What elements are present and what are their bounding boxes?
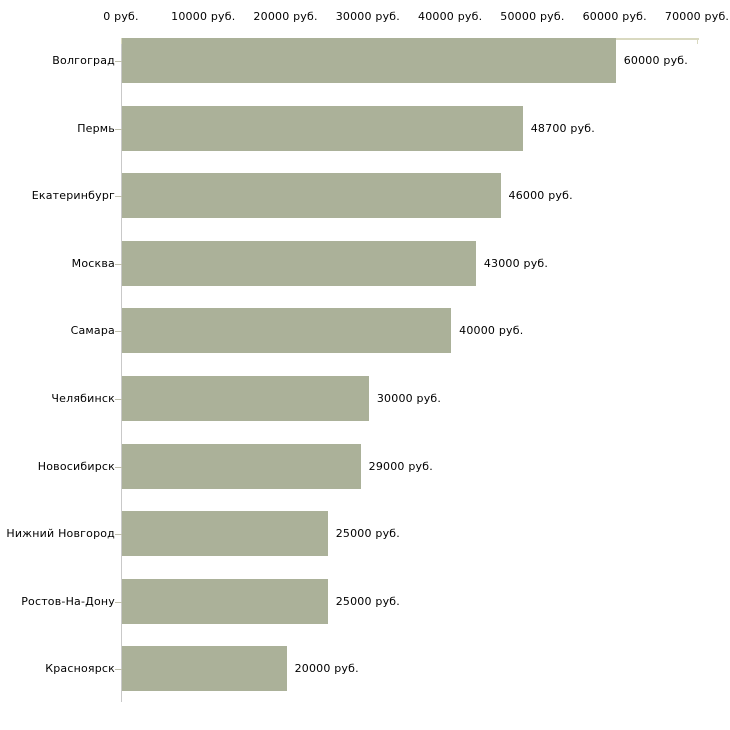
bar (122, 376, 369, 421)
x-axis-tick-label: 40000 руб. (418, 10, 483, 23)
x-axis-tick-label: 60000 руб. (582, 10, 647, 23)
bar (122, 578, 328, 624)
bar (122, 173, 501, 219)
category-tick (115, 61, 122, 62)
category-tick (115, 534, 122, 536)
bar-value-label: 29000 руб. (368, 459, 433, 473)
category-label: Пермь (77, 121, 115, 135)
category-label: Волгоград (52, 54, 115, 67)
bar-value-label: 43000 руб. (483, 256, 549, 270)
bar-value-label: 20000 руб. (294, 662, 359, 676)
bar-value-label: 46000 руб. (508, 189, 573, 203)
category-tick (115, 466, 122, 468)
bar-value-label: 40000 руб. (459, 324, 524, 338)
x-axis-tick-label: 70000 руб. (664, 10, 730, 23)
x-axis-tick (121, 38, 122, 44)
x-axis-tick-label: 50000 руб. (500, 10, 565, 23)
category-label: Москва (71, 256, 115, 270)
y-axis-line (121, 38, 122, 702)
category-tick (115, 331, 122, 333)
bar (122, 308, 452, 354)
category-label: Самара (70, 324, 115, 338)
bar-value-label: 30000 руб. (376, 392, 442, 405)
category-label: Нижний Новгород (6, 527, 115, 541)
category-label: Екатеринбург (31, 189, 115, 203)
category-tick (115, 399, 122, 400)
category-label: Челябинск (51, 392, 115, 405)
bar-value-label: 25000 руб. (335, 527, 400, 541)
category-label: Красноярск (45, 662, 115, 676)
bar (122, 38, 616, 83)
category-tick (115, 196, 122, 198)
category-tick (115, 669, 122, 671)
bar (122, 105, 523, 151)
x-axis-tick-label: 20000 руб. (253, 10, 318, 23)
category-tick (115, 601, 122, 603)
category-label: Ростов-На-Дону (21, 594, 115, 608)
x-axis-tick-label: 30000 руб. (335, 10, 400, 23)
bar-value-label: 60000 руб. (623, 54, 688, 67)
bar (122, 240, 476, 286)
bar (122, 511, 328, 557)
category-label: Новосибирск (37, 459, 115, 473)
bar-value-label: 48700 руб. (530, 121, 595, 135)
x-axis-tick (697, 38, 698, 44)
x-axis-tick-label: 10000 руб. (171, 10, 236, 23)
category-tick (115, 128, 122, 130)
bar (122, 443, 361, 489)
bar (122, 646, 287, 692)
bar-value-label: 25000 руб. (335, 594, 400, 608)
category-tick (115, 263, 122, 265)
x-axis-tick-label: 0 руб. (103, 10, 139, 23)
